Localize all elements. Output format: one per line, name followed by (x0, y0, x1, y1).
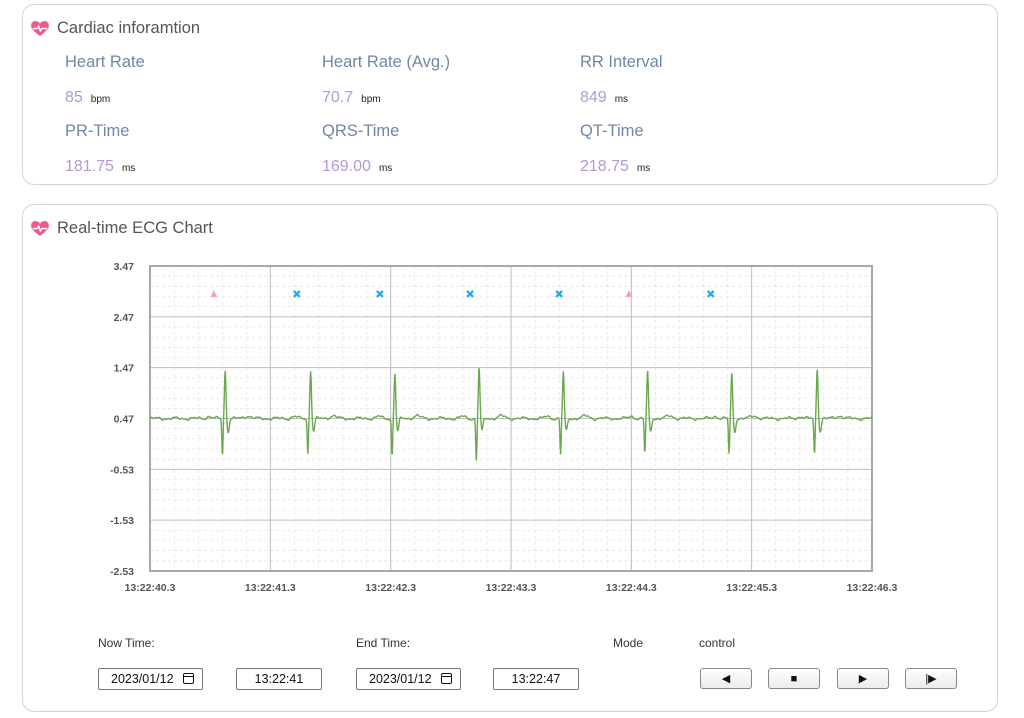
end-time-input[interactable]: 13:22:47 (493, 668, 579, 690)
mode-label: Mode (613, 636, 644, 650)
metric-unit: ms (636, 163, 651, 174)
marker-cross (293, 290, 301, 298)
rewind-button[interactable]: ◀ (700, 668, 752, 689)
marker-cross (376, 290, 384, 298)
marker-triangle (625, 289, 633, 297)
heart-pulse-icon (31, 220, 49, 236)
y-tick-label: 3.47 (114, 261, 135, 273)
step-forward-button[interactable]: |▶ (905, 668, 957, 689)
marker-cross (466, 290, 474, 298)
x-tick-label: 13:22:45.3 (726, 582, 777, 594)
y-tick-label: 1.47 (114, 363, 135, 375)
end-date-value: 2023/01/12 (369, 672, 432, 686)
metric-value-heart-rate: 85 bpm (65, 89, 111, 106)
metric-unit: ms (378, 163, 393, 174)
metric-label-pr-time: PR-Time (65, 122, 130, 140)
calendar-icon[interactable] (441, 673, 452, 684)
metric-value-qt-time: 218.75 ms (580, 158, 651, 175)
heart-pulse-icon (31, 20, 49, 36)
cardiac-info-header: Cardiac inforamtion (31, 19, 200, 38)
play-icon: ▶ (858, 673, 868, 685)
x-tick-label: 13:22:43.3 (486, 582, 537, 594)
cardiac-info-card: Cardiac inforamtion Heart Rate 85 bpm Hea… (22, 4, 998, 185)
metric-unit: ms (121, 163, 136, 174)
stop-icon: ■ (790, 672, 798, 685)
ecg-chart: 3.47 2.47 1.47 0.47 -0.53 -1.53 -2.53 13:22:40.… (110, 261, 898, 594)
metric-value-qrs-time: 169.00 ms (322, 158, 393, 175)
metric-unit: bpm (361, 94, 381, 105)
metric-label-heart-rate: Heart Rate (65, 53, 145, 71)
play-button[interactable]: ▶ (837, 668, 889, 689)
metric-value-heart-rate-avg: 70.7 bpm (322, 89, 381, 106)
now-date-value: 2023/01/12 (111, 672, 174, 686)
metric-value-rr-interval: 849 ms (580, 89, 629, 106)
y-tick-label: -2.53 (110, 566, 134, 578)
y-tick-label: -1.53 (110, 515, 134, 527)
now-time-label: Now Time: (98, 636, 155, 650)
calendar-icon[interactable] (183, 673, 194, 684)
marker-triangle (210, 289, 218, 297)
metric-unit: bpm (90, 94, 111, 105)
x-tick-label: 13:22:46.3 (847, 582, 898, 594)
control-label: control (699, 636, 736, 650)
metric-label-heart-rate-avg: Heart Rate (Avg.) (322, 53, 451, 71)
step-forward-icon: |▶ (925, 673, 937, 685)
x-tick-label: 13:22:42.3 (365, 582, 416, 594)
end-date-input[interactable]: 2023/01/12 (356, 668, 461, 690)
marker-cross (706, 290, 715, 298)
ecg-chart-title: Real-time ECG Chart (57, 219, 213, 237)
y-tick-label: 2.47 (114, 312, 135, 324)
x-tick-label: 13:22:44.3 (606, 582, 657, 594)
ecg-chart-header: Real-time ECG Chart (31, 219, 213, 238)
stop-button[interactable]: ■ (768, 668, 820, 689)
now-date-input[interactable]: 2023/01/12 (98, 668, 203, 690)
marker-cross (555, 290, 563, 298)
x-tick-label: 13:22:41.3 (245, 582, 296, 594)
metric-label-qt-time: QT-Time (580, 122, 644, 140)
y-tick-label: -0.53 (110, 464, 134, 476)
ecg-trace-line (149, 367, 873, 461)
now-time-input[interactable]: 13:22:41 (236, 668, 322, 690)
end-time-label: End Time: (356, 636, 411, 650)
metric-label-qrs-time: QRS-Time (322, 122, 400, 140)
rewind-icon: ◀ (721, 673, 731, 685)
cardiac-info-title: Cardiac inforamtion (57, 19, 201, 37)
metric-value-pr-time: 181.75 ms (65, 158, 136, 175)
ecg-chart-card: Real-time ECG Chart 3.47 2.47 1.47 0.47 -0.5… (22, 204, 998, 712)
y-tick-label: 0.47 (114, 414, 135, 426)
metric-label-rr-interval: RR Interval (580, 53, 663, 71)
plot-border (149, 265, 873, 572)
x-tick-label: 13:22:40.3 (125, 582, 176, 594)
metric-unit: ms (614, 94, 629, 105)
